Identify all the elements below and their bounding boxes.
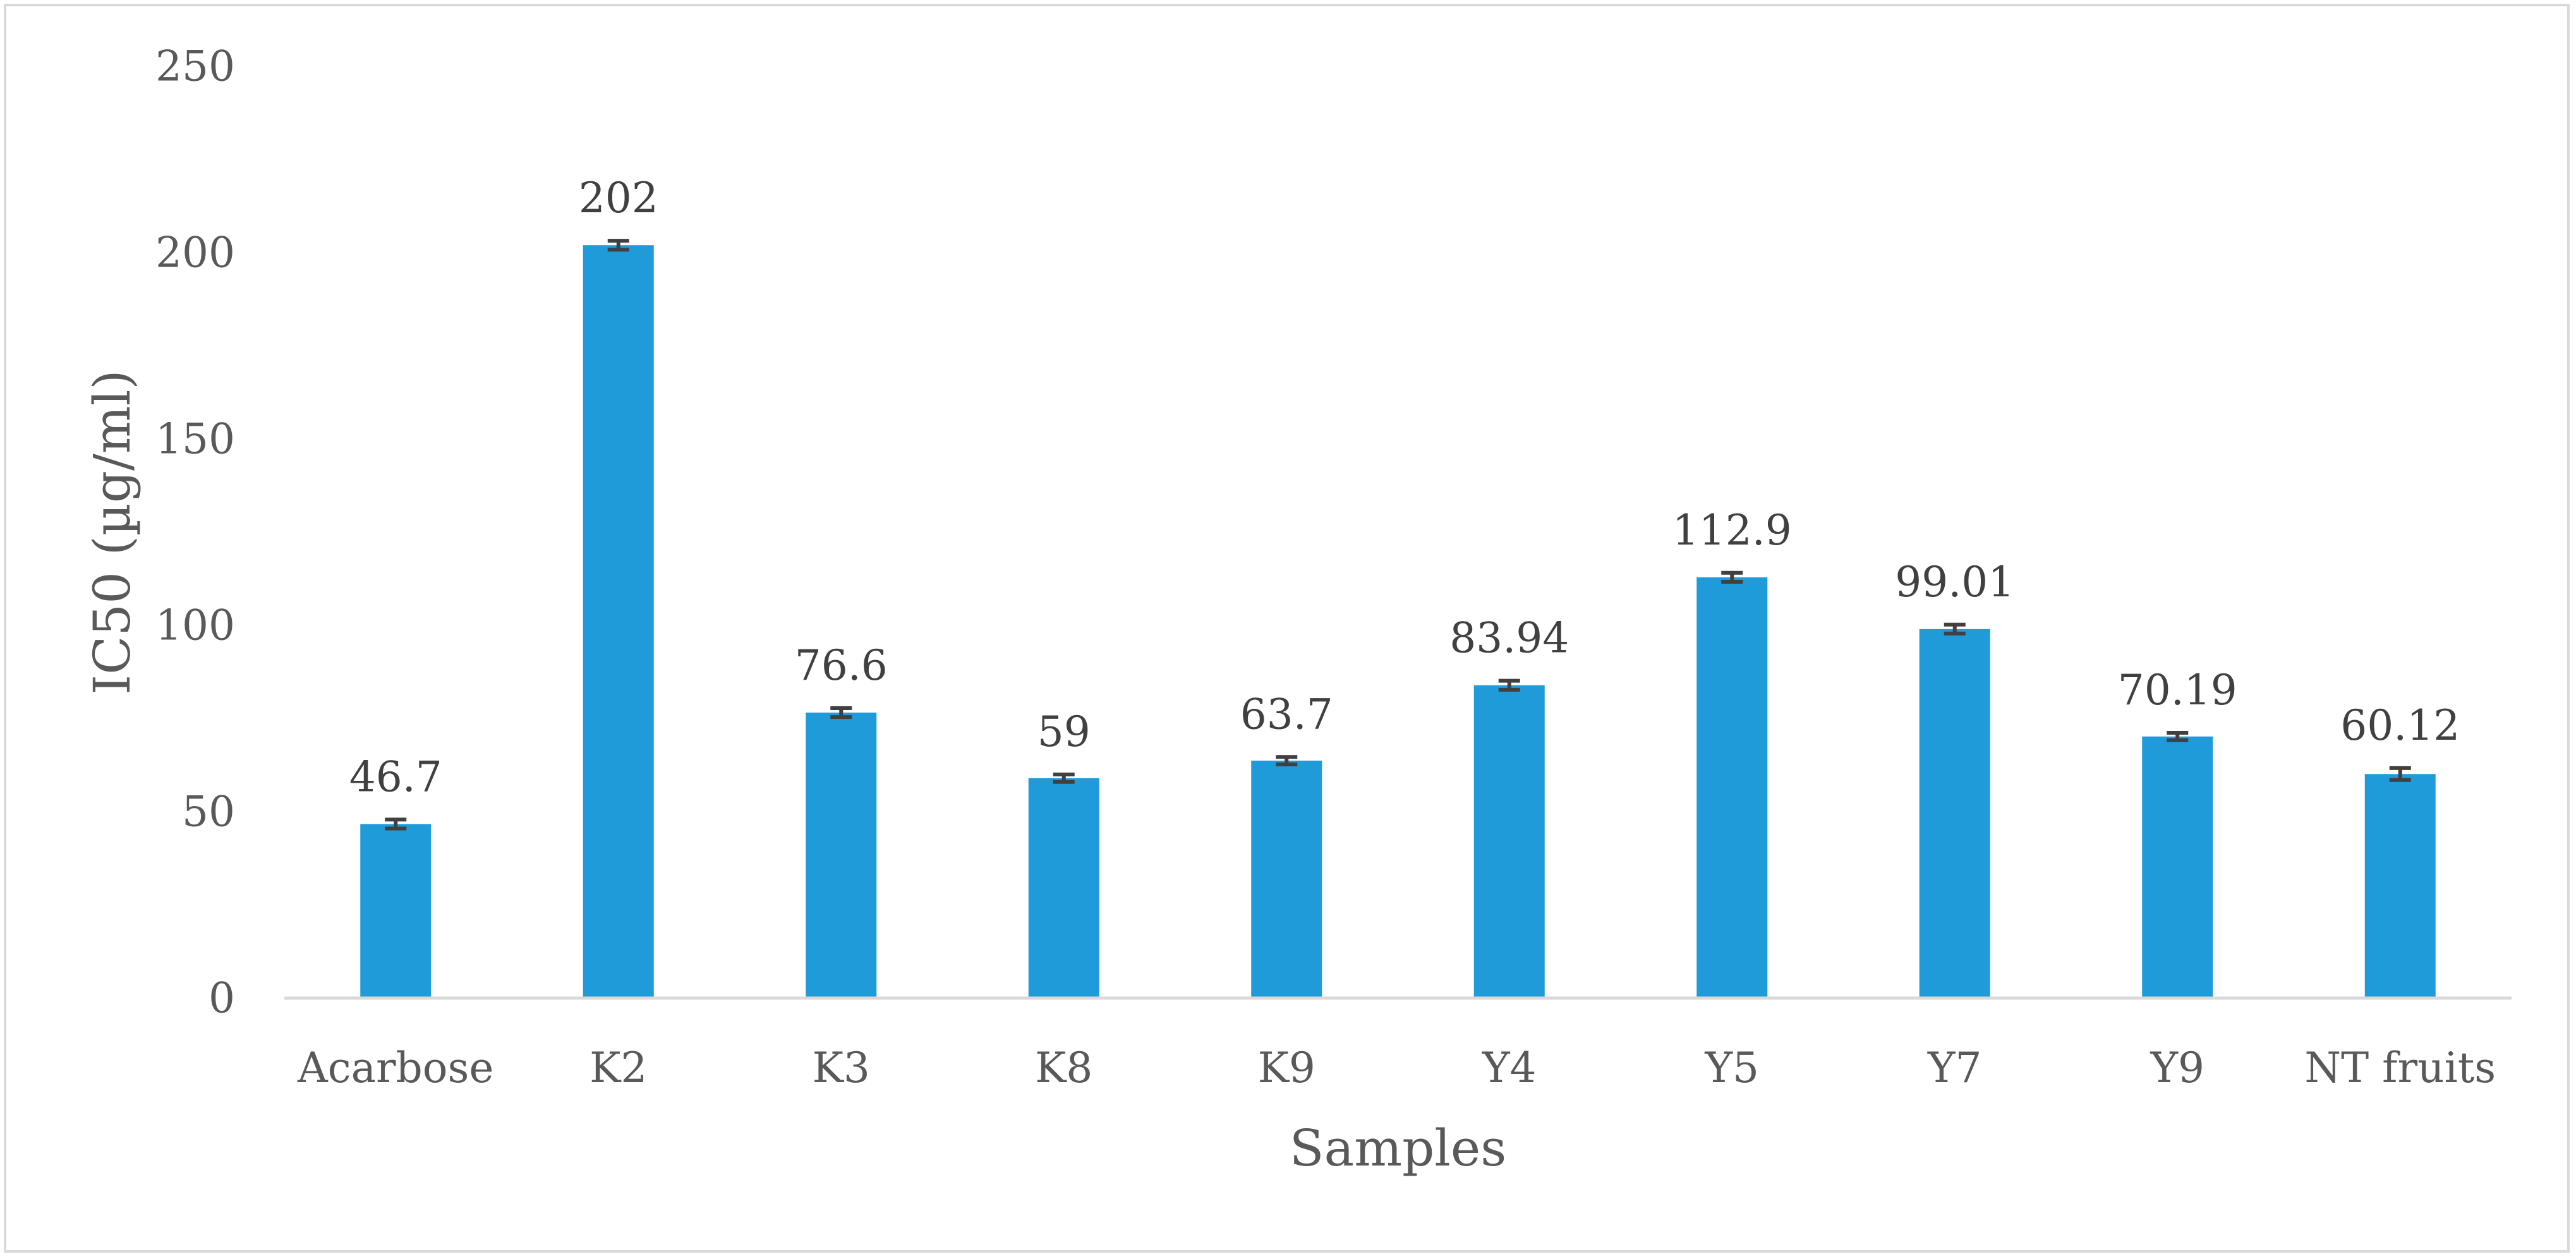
x-tick-label: K8 bbox=[1035, 1044, 1092, 1092]
bar bbox=[1919, 629, 1990, 998]
bar bbox=[1028, 778, 1099, 998]
y-tick-label: 0 bbox=[209, 974, 235, 1023]
bar bbox=[1251, 761, 1322, 998]
data-label: 46.7 bbox=[349, 752, 442, 801]
data-labels: 46.7 202 76.6 59 63.7 83.94 112.9 99.01 70.19 60.… bbox=[349, 174, 2460, 801]
error-bar bbox=[1053, 773, 1075, 784]
data-label: 112.9 bbox=[1672, 506, 1792, 555]
y-tick-label: 150 bbox=[155, 415, 235, 464]
x-tick-label: K2 bbox=[590, 1044, 647, 1092]
error-bar bbox=[1944, 622, 1966, 636]
bar bbox=[1473, 685, 1545, 998]
y-tick-label: 200 bbox=[155, 229, 235, 277]
bar bbox=[2142, 736, 2213, 998]
data-label: 202 bbox=[579, 174, 658, 222]
error-bar bbox=[830, 706, 852, 720]
data-label: 60.12 bbox=[2340, 701, 2460, 750]
bar bbox=[2364, 774, 2436, 998]
bar bbox=[360, 824, 432, 998]
x-axis-title: Samples bbox=[1290, 1119, 1507, 1178]
x-tick-label: K9 bbox=[1258, 1044, 1315, 1092]
error-bar bbox=[1498, 678, 1520, 692]
data-label: 76.6 bbox=[795, 641, 888, 690]
error-bar bbox=[607, 239, 629, 252]
x-tick-label: Y4 bbox=[1482, 1044, 1537, 1092]
error-bar bbox=[385, 817, 407, 831]
error-bar bbox=[2167, 730, 2189, 742]
data-label: 70.19 bbox=[2118, 666, 2237, 714]
data-label: 59 bbox=[1037, 708, 1091, 756]
data-label: 63.7 bbox=[1240, 690, 1333, 738]
bars bbox=[360, 245, 2436, 999]
x-tick-label: Y9 bbox=[2150, 1044, 2204, 1092]
error-bar bbox=[2389, 766, 2411, 782]
y-tick-label: 250 bbox=[155, 42, 235, 91]
data-label: 99.01 bbox=[1895, 558, 2014, 606]
error-bars bbox=[385, 239, 2411, 831]
x-axis-ticks: Acarbose K2 K3 K8 K9 Y4 Y5 Y7 Y9 NT fruits bbox=[297, 1044, 2496, 1092]
x-tick-label: Y5 bbox=[1704, 1044, 1759, 1092]
data-label: 83.94 bbox=[1449, 614, 1569, 663]
bar bbox=[1696, 577, 1768, 998]
bar bbox=[583, 245, 654, 999]
x-tick-label: NT fruits bbox=[2304, 1044, 2496, 1092]
error-bar bbox=[1276, 755, 1298, 767]
y-axis-title: IC50 (µg/ml) bbox=[83, 370, 142, 694]
y-tick-label: 100 bbox=[155, 601, 235, 650]
y-axis-ticks: 0 50 100 150 200 250 bbox=[155, 42, 235, 1023]
x-tick-label: Acarbose bbox=[297, 1044, 493, 1092]
y-tick-label: 50 bbox=[182, 788, 235, 836]
x-tick-label: Y7 bbox=[1927, 1044, 1982, 1092]
x-tick-label: K3 bbox=[813, 1044, 870, 1092]
chart-frame bbox=[4, 4, 2570, 1253]
error-bar bbox=[1721, 570, 1743, 584]
bar bbox=[806, 713, 877, 998]
